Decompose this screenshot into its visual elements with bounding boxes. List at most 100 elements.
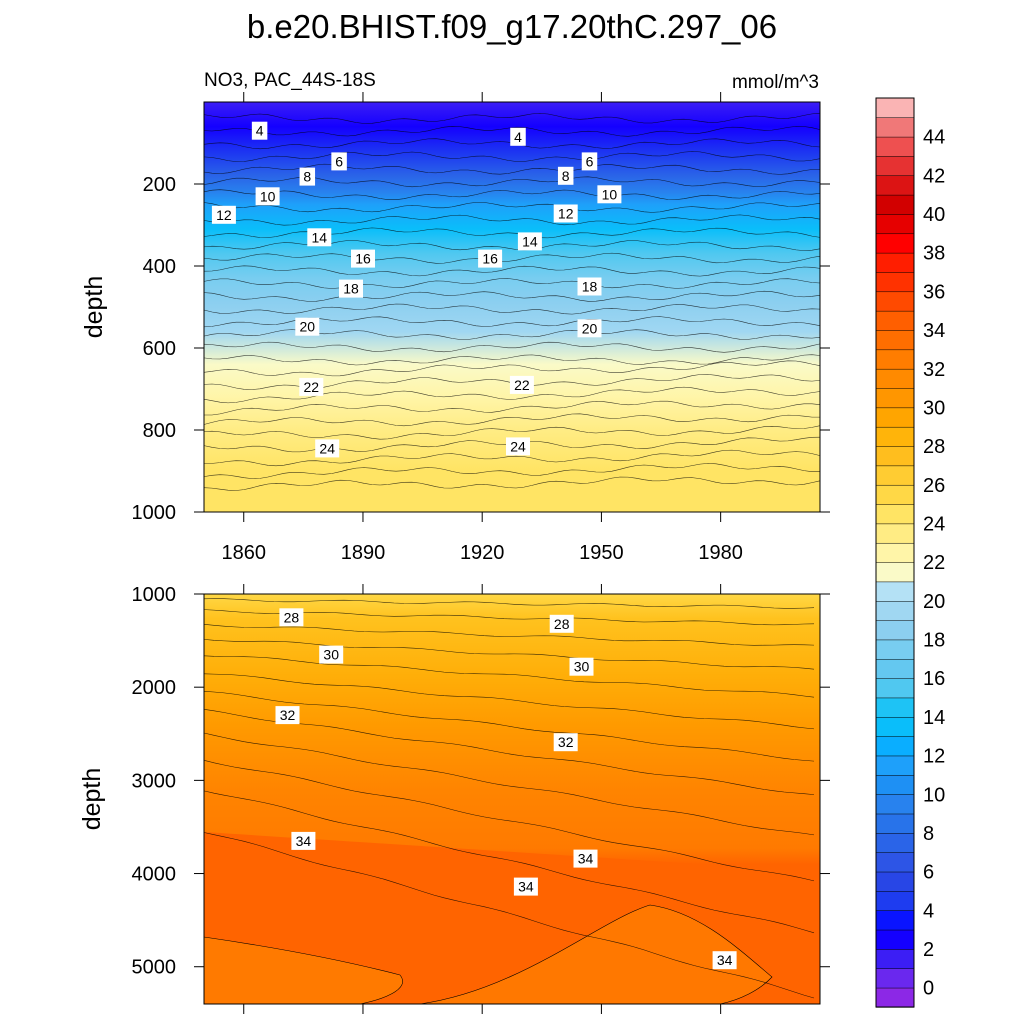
contour-line [203, 655, 815, 698]
colorbar-tick-label: 6 [923, 862, 934, 884]
colorbar-tick-label: 34 [923, 320, 945, 342]
contour-label-box [549, 614, 574, 633]
contour-label-box [351, 249, 375, 268]
colorbar-swatch [875, 484, 915, 505]
contour-label-box [513, 877, 538, 896]
contour-line [203, 832, 815, 999]
contour-line [203, 476, 821, 491]
y-tick-label: 2000 [132, 677, 177, 699]
contour-label: 10 [255, 187, 280, 206]
contour-label-text: 34 [296, 833, 312, 849]
contour-label-box [291, 831, 316, 850]
x-tick-label: 1980 [698, 542, 743, 564]
contour-label: 20 [577, 319, 602, 338]
contour-line [203, 303, 821, 315]
contour-label: 32 [553, 733, 578, 752]
lower-bottom-33-region [420, 905, 772, 1004]
contour-label: 28 [549, 614, 574, 633]
colorbar-swatch [875, 832, 915, 853]
colorbar-swatch [875, 813, 915, 834]
colorbar-tick-label: 38 [923, 243, 945, 265]
contour-line [203, 214, 821, 226]
contour-line [203, 624, 815, 646]
colorbar-tick-label: 24 [923, 514, 945, 536]
contour-line [203, 151, 821, 162]
colorbar-swatch [875, 948, 915, 969]
contour-label-text: 22 [514, 377, 530, 393]
units-label: mmol/m^3 [732, 72, 819, 93]
x-tick-label: 1920 [460, 542, 505, 564]
colorbar-tick-label: 0 [923, 978, 934, 1000]
x-tick-label: 1890 [341, 542, 386, 564]
contour-line [203, 760, 815, 882]
contour-label-box [279, 608, 304, 627]
contour-label-text: 16 [482, 251, 498, 267]
contour-line [203, 386, 821, 404]
colorbar-swatch [875, 175, 915, 196]
contour-label-box [315, 439, 340, 458]
colorbar-swatch [875, 387, 915, 409]
contour-line [204, 400, 821, 416]
colorbar-swatch [875, 890, 915, 911]
contour-line [203, 709, 815, 795]
contour-label-text: 6 [586, 153, 594, 169]
contour-line [203, 278, 821, 289]
colorbar-tick-label: 40 [923, 204, 945, 226]
contour-label: 28 [279, 608, 304, 627]
colorbar-tick-label: 16 [923, 668, 945, 690]
colorbar-tick-label: 4 [923, 900, 934, 922]
colorbar-swatch [875, 600, 915, 621]
contour-label: 20 [295, 317, 320, 336]
contour-line [203, 354, 821, 366]
lower-contour-labels: 28 28 30 30 32 32 34 34 34 34 [275, 608, 737, 970]
contour-label-box [255, 187, 280, 206]
contour-line [203, 463, 820, 479]
y-tick-label: 5000 [132, 957, 177, 979]
colorbar-swatch [875, 697, 915, 718]
colorbar-tick-label: 36 [923, 281, 945, 303]
contour-label-box [569, 657, 594, 676]
colorbar-swatch [875, 871, 915, 892]
contour-label: 34 [573, 849, 598, 868]
colorbar-swatch [875, 542, 915, 563]
contour-label: 14 [307, 228, 332, 247]
contour-line [203, 691, 815, 762]
colorbar-swatch [875, 581, 915, 602]
contour-label: 22 [509, 375, 534, 394]
contour-label-text: 28 [554, 616, 570, 632]
contour-line [203, 639, 815, 670]
y-tick-label: 1000 [132, 584, 177, 606]
colorbar-swatch [875, 117, 915, 138]
contour-label-box [510, 127, 526, 146]
contour-line [203, 163, 821, 175]
contour-line [204, 449, 821, 467]
colorbar-swatch [875, 852, 915, 873]
colorbar-swatch [875, 523, 915, 544]
colorbar-swatch [875, 639, 915, 660]
contour-label-text: 4 [256, 123, 264, 139]
contour-line [203, 673, 815, 730]
lower-y-axis-title: depth [78, 768, 106, 831]
colorbar-tick-label: 28 [923, 436, 945, 458]
colorbar-swatch [875, 97, 915, 118]
upper-y-axis-title: depth [80, 276, 108, 339]
colorbar-swatch [875, 271, 915, 293]
contour-line [203, 189, 821, 200]
contour-label-text: 34 [717, 952, 733, 968]
contour-label-box [295, 317, 320, 336]
contour-label-text: 12 [558, 206, 574, 222]
colorbar-swatch [875, 619, 915, 641]
contour-label: 34 [291, 831, 316, 850]
contour-label-box [509, 375, 534, 394]
contour-label-box [299, 167, 316, 186]
contour-label-text: 32 [280, 707, 296, 723]
colorbar-swatch [875, 561, 915, 583]
colorbar-swatch [875, 987, 915, 1008]
contour-label-text: 8 [562, 168, 570, 184]
contour-label-text: 30 [574, 659, 590, 675]
contour-label-box [557, 166, 574, 185]
contour-label-text: 34 [518, 879, 534, 895]
contour-label-text: 30 [323, 647, 339, 663]
colorbar-swatch [875, 310, 915, 331]
